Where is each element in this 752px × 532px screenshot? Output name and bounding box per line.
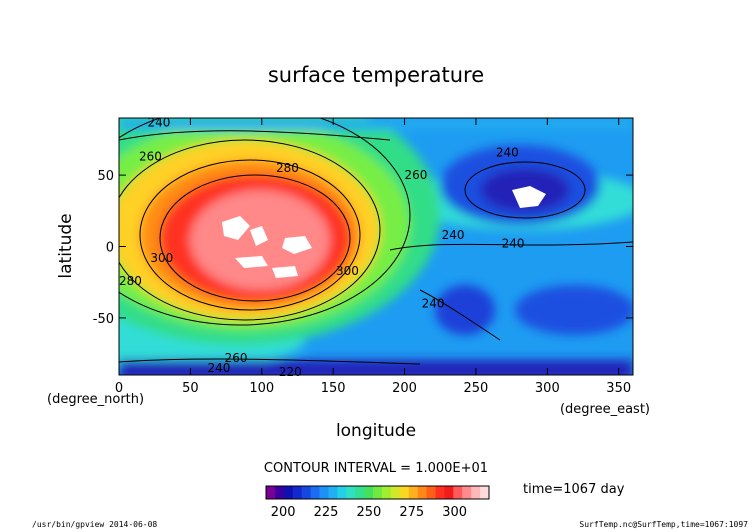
colorbar <box>265 485 490 500</box>
colorbar-swatch <box>346 486 356 499</box>
contour-label: 260 <box>405 168 428 182</box>
contour-label: 300 <box>336 264 359 278</box>
x-tick-label: 250 <box>464 381 489 396</box>
contour-interval-text: CONTOUR INTERVAL = 1.000E+01 <box>264 461 488 476</box>
contour-label: 260 <box>225 351 248 365</box>
x-tick-label: 50 <box>182 381 199 396</box>
colorbar-frame <box>265 485 490 500</box>
colorbar-tick-label: 225 <box>314 505 339 520</box>
x-tick-label: 200 <box>392 381 417 396</box>
colorbar-swatch <box>310 486 321 499</box>
colorbar-swatch <box>274 486 285 499</box>
temperature-field <box>119 118 633 375</box>
colorbar-swatch <box>453 486 463 499</box>
colorbar-swatch <box>435 486 445 499</box>
colorbar-swatch <box>364 486 374 499</box>
colorbar-swatch <box>328 486 338 499</box>
colorbar-swatch <box>390 486 401 499</box>
white-patches <box>222 186 546 278</box>
colorbar-swatch <box>266 486 276 499</box>
x-tick-label: 300 <box>535 381 560 396</box>
contour-label: 240 <box>496 145 519 159</box>
colorbar-swatch <box>471 486 481 499</box>
colorbar-swatch <box>319 486 329 499</box>
colorbar-swatch <box>283 486 294 499</box>
colorbar-tick-label: 275 <box>399 505 424 520</box>
colorbar-swatch <box>301 486 312 499</box>
contour-label: 280 <box>276 161 299 175</box>
colorbar-swatch <box>480 486 490 499</box>
x-axis-ticks: 0 50 100 150 200 250 300 350 <box>115 118 631 396</box>
x-units-label: (degree_east) <box>560 402 650 417</box>
x-tick-label: 0 <box>115 381 123 396</box>
colorbar-swatch <box>355 486 365 499</box>
colorbar-swatch <box>292 486 303 499</box>
colorbar-swatch <box>444 486 454 499</box>
x-tick-label: 100 <box>249 381 274 396</box>
y-tick-label: -50 <box>93 312 114 327</box>
colorbar-swatch <box>462 486 472 499</box>
colorbar-swatch <box>417 486 428 499</box>
colorbar-swatch <box>373 486 383 499</box>
y-axis-label: latitude <box>56 213 76 278</box>
y-axis-ticks: 50 0 -50 <box>93 169 633 327</box>
y-tick-label: 0 <box>106 241 114 256</box>
contour-label: 240 <box>502 237 525 251</box>
x-tick-label: 350 <box>606 381 631 396</box>
colorbar-tick-label: 200 <box>271 505 296 520</box>
colorbar-swatch <box>426 486 436 499</box>
time-label: time=1067 day <box>523 482 625 497</box>
plot-area <box>119 118 633 375</box>
colorbar-swatch <box>399 486 410 499</box>
colorbar-swatch <box>381 486 392 499</box>
footer-left: /usr/bin/gpview 2014-06-08 <box>32 520 157 529</box>
contour-label: 280 <box>119 274 142 288</box>
colorbar-tick-label: 300 <box>442 505 467 520</box>
contour-label: 240 <box>148 115 171 129</box>
x-tick-label: 150 <box>321 381 346 396</box>
footer-right: SurfTemp.nc@SurfTemp,time=1067:1097 <box>579 520 748 529</box>
chart-title: surface temperature <box>268 63 484 87</box>
contour-lines <box>119 118 633 365</box>
y-units-label: (degree_north) <box>47 392 144 407</box>
y-tick-label: 50 <box>97 169 114 184</box>
colorbar-swatch <box>337 486 347 499</box>
contour-label: 240 <box>422 297 445 311</box>
contour-label: 260 <box>139 150 162 164</box>
contour-label: 240 <box>442 228 465 242</box>
colorbar-tick-label: 250 <box>357 505 382 520</box>
colorbar-swatch <box>408 486 419 499</box>
x-axis-label: longitude <box>336 421 416 441</box>
contour-label: 300 <box>150 251 173 265</box>
contour-label: 220 <box>279 365 302 379</box>
contour-label: 240 <box>207 361 230 375</box>
colorbar-ticks: 200 225 250 275 300 <box>271 505 467 520</box>
